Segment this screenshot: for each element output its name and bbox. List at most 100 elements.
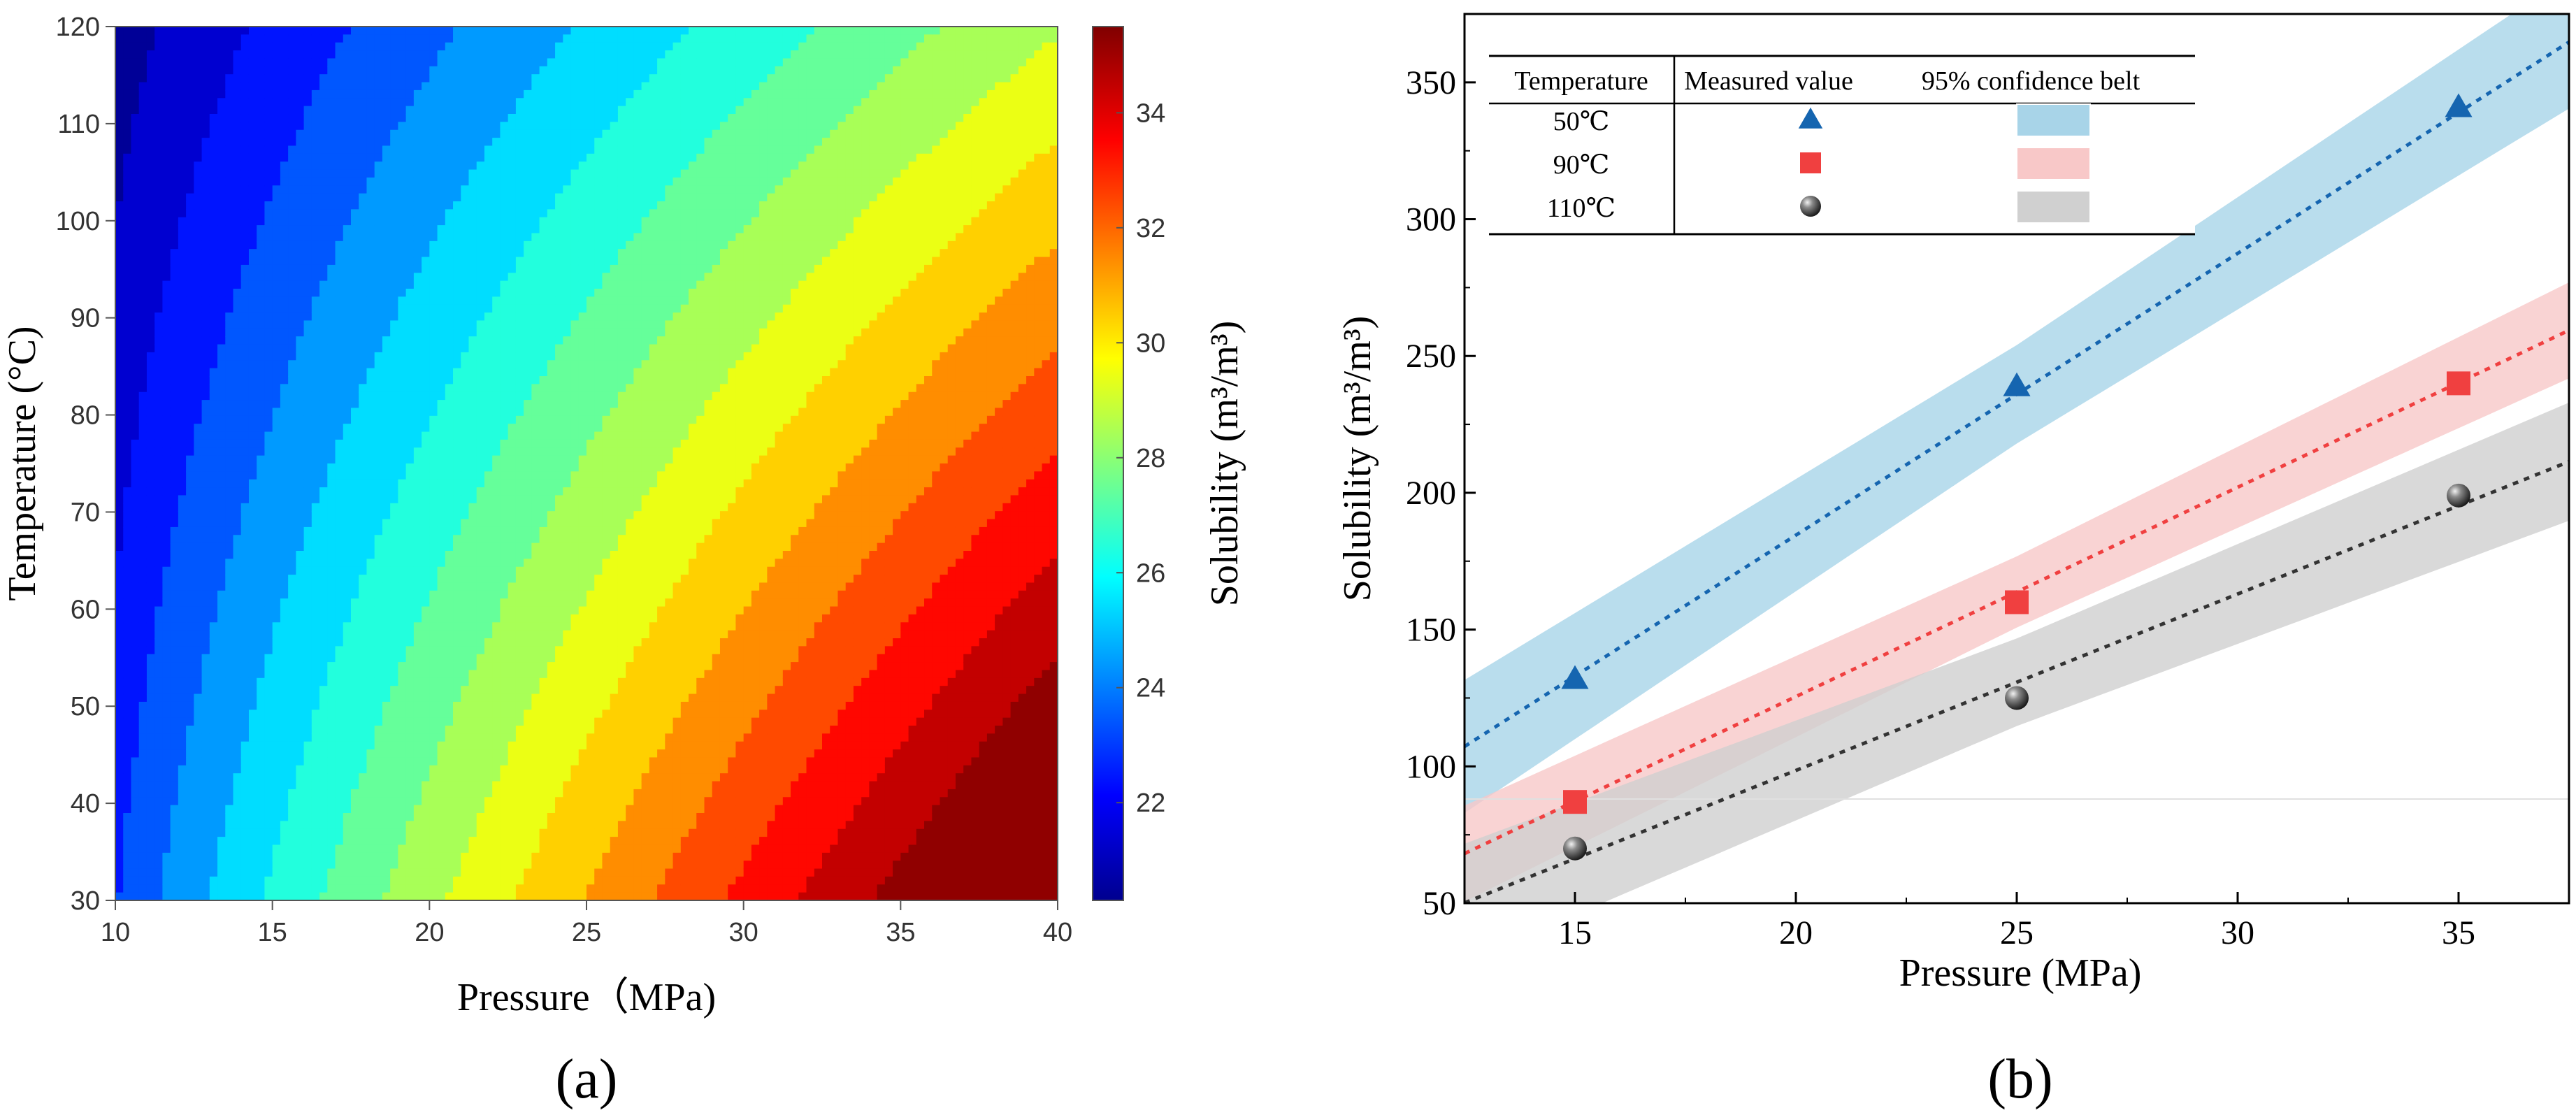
contour-cell bbox=[225, 42, 234, 51]
contour-cell bbox=[319, 34, 329, 43]
contour-cell bbox=[123, 861, 132, 870]
contour-cell bbox=[248, 257, 257, 266]
contour-cell bbox=[413, 431, 422, 440]
contour-cell bbox=[374, 114, 383, 123]
contour-cell bbox=[209, 391, 218, 401]
contour-cell bbox=[445, 503, 454, 512]
contour-cell bbox=[413, 217, 422, 226]
contour-cell bbox=[201, 89, 210, 99]
contour-cell bbox=[311, 693, 320, 703]
contour-cell bbox=[178, 479, 187, 488]
contour-cell bbox=[390, 391, 399, 401]
contour-cell bbox=[138, 622, 147, 631]
contour-cell bbox=[201, 225, 210, 234]
contour-cell bbox=[146, 495, 155, 504]
contour-cell bbox=[123, 185, 132, 194]
contour-cell bbox=[468, 185, 477, 194]
contour-cell bbox=[390, 82, 399, 91]
contour-cell bbox=[398, 575, 407, 584]
contour-cell bbox=[437, 106, 446, 115]
contour-cell bbox=[413, 257, 422, 266]
contour-cell bbox=[351, 257, 360, 266]
contour-cell bbox=[429, 376, 438, 385]
contour-cell bbox=[123, 463, 132, 473]
contour-cell bbox=[303, 654, 312, 663]
contour-cell bbox=[257, 701, 266, 711]
contour-cell bbox=[351, 129, 360, 138]
contour-cell bbox=[461, 169, 470, 178]
contour-cell bbox=[233, 582, 242, 591]
contour-cell bbox=[272, 662, 281, 671]
contour-cell bbox=[138, 98, 147, 107]
contour-cell bbox=[178, 837, 187, 846]
contour-cell bbox=[288, 336, 297, 345]
contour-cell bbox=[390, 400, 399, 409]
contour-cell bbox=[272, 519, 281, 528]
contour-cell bbox=[311, 289, 320, 298]
contour-cell bbox=[422, 837, 431, 846]
contour-cell bbox=[186, 726, 195, 735]
contour-cell bbox=[240, 479, 250, 488]
contour-cell bbox=[359, 749, 368, 758]
contour-cell bbox=[154, 630, 164, 639]
contour-cell bbox=[319, 384, 329, 393]
contour-cell bbox=[445, 82, 454, 91]
contour-cell bbox=[374, 384, 383, 393]
contour-cell bbox=[343, 598, 352, 607]
contour-cell bbox=[461, 670, 470, 679]
contour-cell bbox=[398, 344, 407, 353]
contour-cell bbox=[461, 225, 470, 234]
contour-cell bbox=[257, 503, 266, 512]
contour-cell bbox=[319, 479, 329, 488]
contour-cell bbox=[115, 257, 124, 266]
contour-cell bbox=[343, 479, 352, 488]
contour-cell bbox=[178, 240, 187, 250]
contour-cell bbox=[390, 249, 399, 258]
contour-cell bbox=[288, 495, 297, 504]
contour-cell bbox=[429, 677, 438, 686]
contour-cell bbox=[131, 400, 140, 409]
contour-cell bbox=[445, 495, 454, 504]
contour-cell bbox=[146, 240, 155, 250]
contour-cell bbox=[170, 225, 179, 234]
contour-cell bbox=[194, 273, 203, 282]
contour-cell bbox=[413, 837, 422, 846]
contour-cell bbox=[194, 503, 203, 512]
contour-cell bbox=[257, 320, 266, 329]
contour-cell bbox=[170, 50, 179, 59]
contour-cell bbox=[296, 209, 305, 218]
contour-cell bbox=[303, 519, 312, 528]
contour-cell bbox=[437, 519, 446, 528]
contour-cell bbox=[288, 813, 297, 822]
contour-cell bbox=[225, 336, 234, 345]
contour-cell bbox=[327, 559, 336, 568]
contour-cell bbox=[461, 614, 470, 624]
contour-cell bbox=[194, 726, 203, 735]
contour-cell bbox=[233, 89, 242, 99]
contour-cell bbox=[390, 765, 399, 774]
contour-cell bbox=[209, 376, 218, 385]
contour-cell bbox=[398, 312, 407, 322]
contour-cell bbox=[366, 813, 375, 822]
contour-cell bbox=[248, 114, 257, 123]
contour-cell bbox=[131, 177, 140, 187]
contour-cell bbox=[288, 289, 297, 298]
contour-cell bbox=[272, 693, 281, 703]
contour-cell bbox=[351, 582, 360, 591]
contour-cell bbox=[453, 455, 462, 464]
contour-cell bbox=[366, 710, 375, 719]
contour-cell bbox=[194, 884, 203, 893]
contour-cell bbox=[359, 273, 368, 282]
contour-cell bbox=[327, 662, 336, 671]
contour-cell bbox=[351, 884, 360, 893]
contour-cell bbox=[390, 630, 399, 639]
contour-cell bbox=[445, 526, 454, 536]
contour-cell bbox=[343, 733, 352, 742]
contour-cell bbox=[146, 828, 155, 837]
contour-cell bbox=[359, 34, 368, 43]
contour-cell bbox=[437, 861, 446, 870]
contour-cell bbox=[359, 598, 368, 607]
contour-cell bbox=[390, 455, 399, 464]
contour-cell bbox=[146, 646, 155, 655]
contour-cell bbox=[233, 376, 242, 385]
